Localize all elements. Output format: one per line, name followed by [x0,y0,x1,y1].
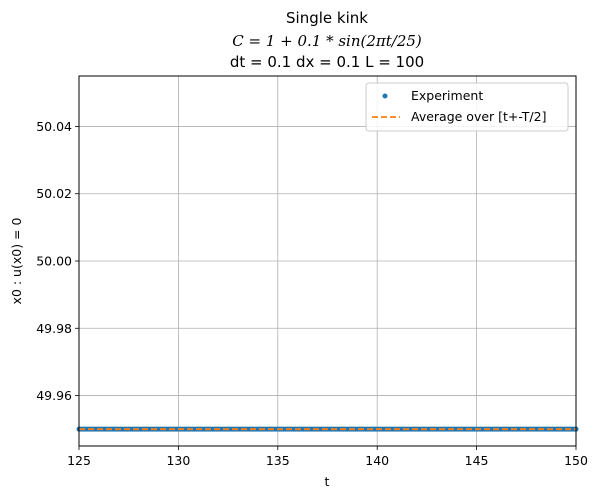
x-tick-label: 125 [67,453,91,468]
legend-marker-experiment [382,93,388,99]
plot-area: 125 130 135 140 145 150 49.96 49.98 50.00 50.02 50… [36,75,588,468]
legend-box [365,82,569,132]
x-tick-label: 130 [166,453,190,468]
y-tick-label: 49.96 [36,388,72,403]
series-layer [76,426,579,432]
chart-title-line2: C = 1 + 0.1 * sin(2πt/25) [232,32,422,50]
y-tick-label: 50.04 [36,119,72,134]
y-axis-label: x0 : u(x0) = 0 [9,218,24,305]
y-tick-label: 50.00 [36,254,72,269]
x-tick-label: 150 [564,453,588,468]
y-tick-label: 49.98 [36,321,72,336]
x-tick-label: 140 [365,453,389,468]
legend-label-average: Average over [t+-T/2] [411,109,546,124]
chart-title-line1: Single kink [286,9,368,27]
y-tick-label: 50.02 [36,186,72,201]
x-axis-label: t [325,474,330,489]
x-tick-label: 135 [266,453,290,468]
legend: Experiment Average over [t+-T/2] [365,82,569,132]
ticks: 125 130 135 140 145 150 49.96 49.98 50.00 50.02 50… [36,119,588,468]
x-tick-label: 145 [465,453,489,468]
chart-title-line3: dt = 0.1 dx = 0.1 L = 100 [230,53,424,71]
series-experiment [76,426,579,432]
legend-label-experiment: Experiment [411,88,483,103]
